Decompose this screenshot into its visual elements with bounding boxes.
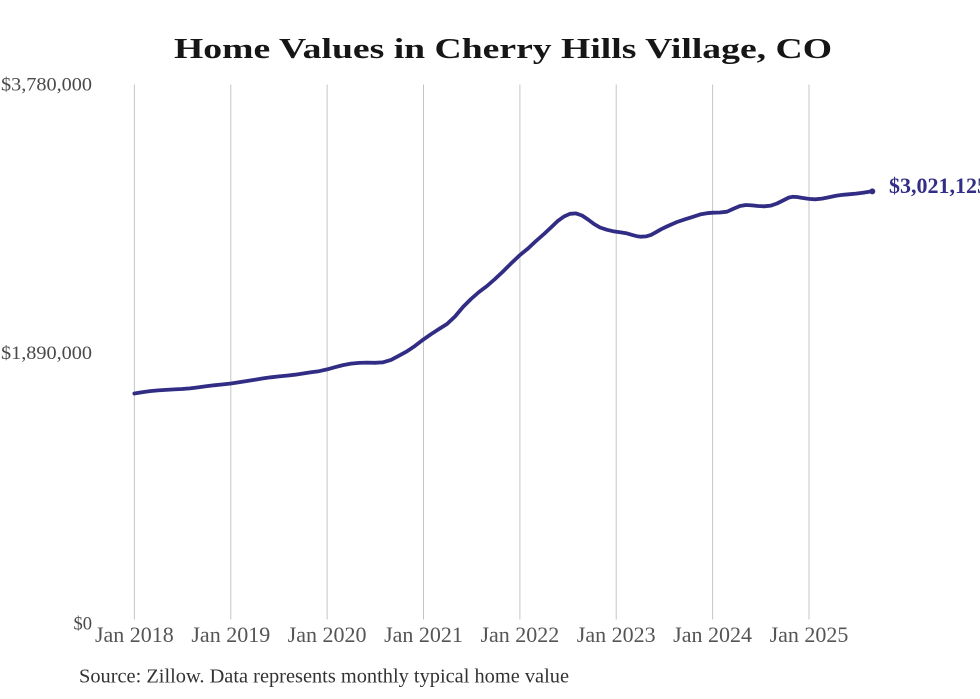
svg-text:Jan 2021: Jan 2021: [384, 622, 463, 647]
svg-text:Jan 2024: Jan 2024: [673, 622, 752, 647]
svg-text:Jan 2020: Jan 2020: [288, 622, 367, 647]
svg-text:Jan 2023: Jan 2023: [577, 622, 656, 647]
svg-text:Source: Zillow. Data represent: Source: Zillow. Data represents monthly …: [79, 666, 569, 688]
svg-text:Jan 2018: Jan 2018: [95, 622, 174, 647]
svg-text:$1,890,000: $1,890,000: [1, 344, 92, 364]
svg-text:Jan 2019: Jan 2019: [191, 622, 270, 647]
svg-text:Home Values in Cherry Hills Vi: Home Values in Cherry Hills Village, CO: [174, 34, 832, 65]
svg-text:$3,021,125: $3,021,125: [889, 173, 980, 198]
svg-text:$3,780,000: $3,780,000: [1, 75, 92, 95]
svg-text:Jan 2025: Jan 2025: [770, 622, 849, 647]
svg-text:Jan 2022: Jan 2022: [480, 622, 559, 647]
svg-text:$0: $0: [74, 614, 93, 634]
